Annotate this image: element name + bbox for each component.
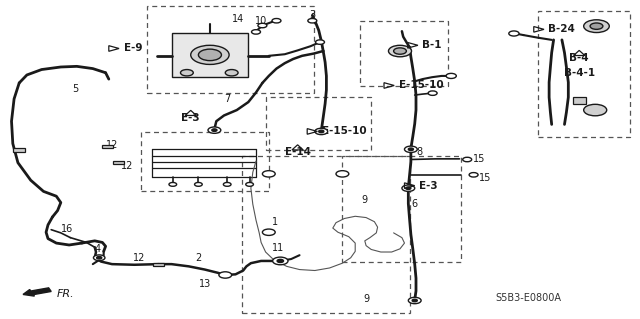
- Bar: [153, 263, 164, 266]
- Bar: [360, 21, 448, 86]
- Circle shape: [246, 182, 253, 186]
- Text: E-9: E-9: [124, 43, 142, 54]
- Circle shape: [97, 256, 102, 259]
- Bar: [147, 6, 314, 93]
- Circle shape: [590, 23, 603, 29]
- Circle shape: [336, 171, 349, 177]
- Circle shape: [219, 272, 232, 278]
- Text: E-15-10: E-15-10: [322, 126, 367, 137]
- Circle shape: [469, 173, 478, 177]
- Text: S5B3-E0800A: S5B3-E0800A: [495, 293, 561, 303]
- Circle shape: [272, 19, 281, 23]
- Text: 4: 4: [94, 244, 100, 255]
- Text: B-1: B-1: [422, 40, 442, 50]
- Text: 15: 15: [472, 154, 485, 164]
- Text: 12: 12: [133, 253, 146, 263]
- Text: 2: 2: [195, 253, 202, 263]
- Bar: [172, 33, 248, 77]
- FancyArrow shape: [23, 288, 51, 296]
- Text: E-3: E-3: [419, 181, 438, 191]
- Text: 11: 11: [272, 243, 285, 253]
- Circle shape: [262, 171, 275, 177]
- Circle shape: [404, 146, 417, 152]
- Text: 3: 3: [309, 10, 316, 20]
- Circle shape: [584, 20, 609, 33]
- Circle shape: [428, 91, 437, 95]
- Text: 9: 9: [363, 294, 369, 304]
- Text: 5: 5: [72, 84, 79, 94]
- Text: B-4-1: B-4-1: [564, 68, 595, 78]
- Circle shape: [412, 299, 417, 302]
- Text: 15: 15: [479, 173, 492, 183]
- Text: 16: 16: [61, 224, 74, 234]
- Circle shape: [315, 128, 328, 135]
- Bar: [342, 156, 461, 262]
- Text: B-4: B-4: [570, 53, 589, 63]
- Text: 13: 13: [198, 279, 211, 289]
- Circle shape: [509, 31, 519, 36]
- Circle shape: [408, 297, 421, 304]
- Bar: [141, 132, 269, 191]
- Bar: [573, 97, 586, 104]
- Circle shape: [277, 259, 284, 263]
- Text: 9: 9: [362, 195, 368, 205]
- Text: 7: 7: [224, 94, 230, 104]
- Text: 1: 1: [272, 217, 278, 227]
- Circle shape: [262, 229, 275, 235]
- Circle shape: [402, 185, 415, 191]
- Circle shape: [584, 104, 607, 116]
- Circle shape: [406, 187, 411, 189]
- Bar: [13, 148, 25, 152]
- Circle shape: [180, 70, 193, 76]
- Text: 12: 12: [106, 140, 118, 150]
- Circle shape: [394, 48, 406, 54]
- Circle shape: [273, 257, 288, 265]
- Circle shape: [308, 19, 317, 23]
- Circle shape: [169, 182, 177, 186]
- Text: 10: 10: [255, 16, 268, 26]
- Circle shape: [258, 23, 267, 28]
- Circle shape: [463, 157, 472, 162]
- Bar: [102, 145, 113, 148]
- Bar: [538, 11, 630, 137]
- Circle shape: [319, 130, 324, 133]
- Text: E-3: E-3: [181, 113, 200, 123]
- Circle shape: [208, 127, 221, 133]
- Circle shape: [408, 148, 413, 151]
- Text: 14: 14: [232, 14, 244, 24]
- Bar: [242, 156, 410, 313]
- Circle shape: [252, 30, 260, 34]
- Circle shape: [388, 45, 412, 57]
- Text: 8: 8: [416, 146, 422, 157]
- Text: 12: 12: [120, 161, 133, 171]
- Text: E-15-10: E-15-10: [399, 80, 444, 91]
- Text: B-24: B-24: [548, 24, 575, 34]
- Text: FR.: FR.: [56, 289, 74, 299]
- Circle shape: [446, 73, 456, 78]
- Circle shape: [195, 182, 202, 186]
- Text: E-14: E-14: [285, 147, 310, 157]
- Text: 6: 6: [412, 199, 418, 209]
- Circle shape: [212, 129, 217, 131]
- Bar: [113, 161, 124, 164]
- Circle shape: [223, 182, 231, 186]
- Circle shape: [198, 49, 221, 61]
- Circle shape: [191, 45, 229, 64]
- Circle shape: [93, 255, 105, 261]
- Circle shape: [316, 40, 324, 44]
- Bar: [266, 97, 371, 150]
- Circle shape: [225, 70, 238, 76]
